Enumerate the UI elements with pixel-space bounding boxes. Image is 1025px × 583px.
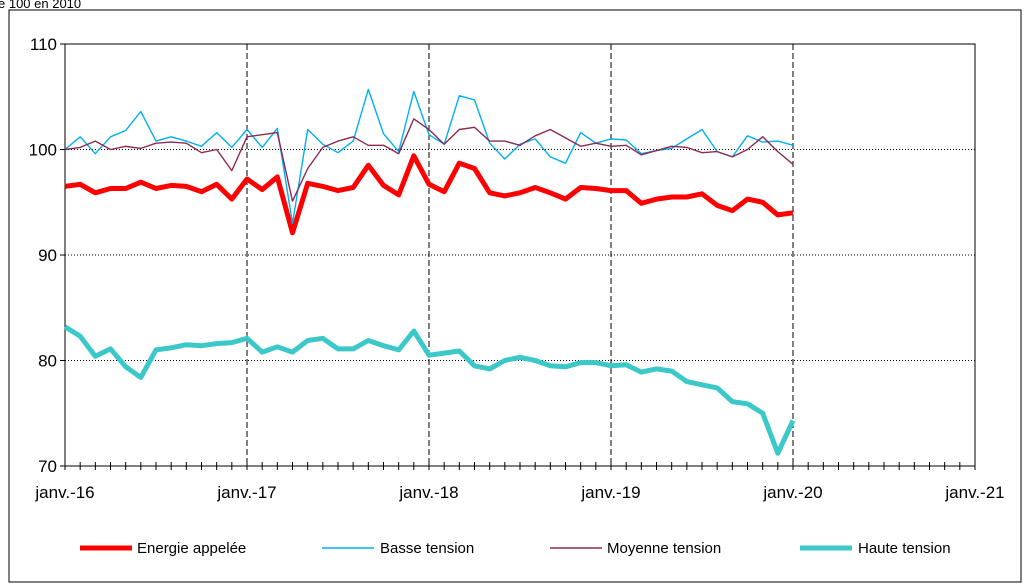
x-tick-label: janv.-17 xyxy=(216,483,276,502)
legend-label: Haute tension xyxy=(858,540,951,557)
x-tick-label: janv.-18 xyxy=(398,483,458,502)
legend-label: Basse tension xyxy=(380,540,474,557)
x-tick-label: janv.-20 xyxy=(762,483,822,502)
x-tick-label: janv.-16 xyxy=(34,483,94,502)
legend-label: Energie appelée xyxy=(137,540,246,557)
y-tick-label: 80 xyxy=(38,352,57,371)
chart-frame xyxy=(8,9,1022,583)
x-tick-label: janv.-21 xyxy=(944,483,1004,502)
y-tick-label: 90 xyxy=(38,246,57,265)
y-tick-label: 110 xyxy=(30,35,57,54)
legend: Energie appelée Basse tension Moyenne tens… xyxy=(80,540,951,557)
series-line-3 xyxy=(64,118,794,202)
series-line-2 xyxy=(64,88,794,225)
y-tick-label: 70 xyxy=(38,457,57,476)
axes: 70 80 90 100 110 janv.-16 janv.-17 janv.-18 janv… xyxy=(29,35,1005,502)
chart-subtitle: e 100 en 2010 xyxy=(0,0,81,11)
series-line-1 xyxy=(64,153,794,236)
x-tick-label: janv.-19 xyxy=(580,483,640,502)
series-line-4 xyxy=(63,324,796,456)
grid-lines xyxy=(65,44,975,466)
y-tick-label: 100 xyxy=(29,141,57,160)
series-lines xyxy=(63,88,796,456)
legend-label: Moyenne tension xyxy=(607,540,721,557)
